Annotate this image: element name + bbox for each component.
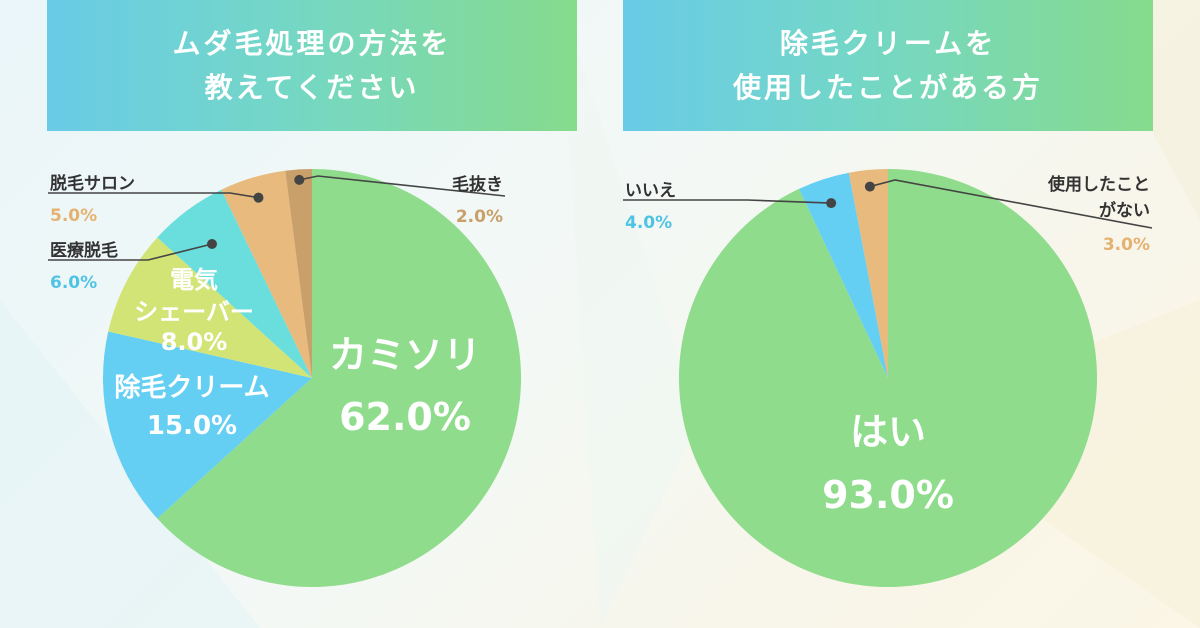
chart0-slice-5-leader-line	[299, 175, 506, 197]
chart0-slice-4-value-label: 5.0%	[50, 206, 97, 226]
chart1-slice-1-leader-dot	[826, 198, 837, 209]
right-chart-title-line-2: 使用したことがある方	[732, 70, 1043, 104]
chart1-slice-2-leader-line	[869, 179, 1153, 229]
chart0-slice-2-value-label: 8.0%	[161, 328, 228, 356]
chart0-slice-3	[157, 189, 312, 378]
chart0-slice-3-leader-line	[48, 243, 213, 261]
chart0-slice-2-label: シェーバー	[134, 298, 254, 326]
chart1-slice-1-label: いいえ	[625, 181, 676, 201]
right-chart-title-banner: 除毛クリームを 使用したことがある方	[623, 0, 1153, 131]
chart0-slice-4-leader-line	[48, 192, 259, 199]
chart0-slice-5-leader-dot	[294, 174, 305, 185]
chart0-slice-5	[285, 169, 312, 378]
chart0-slice-0-value-label: 62.0%	[339, 395, 471, 439]
left-chart-panel: ムダ毛処理の方法を 教えてください	[47, 0, 577, 628]
chart0-slice-4-label: 脱毛サロン	[50, 173, 135, 194]
right-chart-panel: 除毛クリームを 使用したことがある方	[623, 0, 1153, 628]
chart0-slice-3-value-label: 6.0%	[50, 273, 97, 293]
chart1-slice-2-value-label: 3.0%	[1103, 235, 1150, 255]
chart0-slice-1	[103, 331, 312, 519]
left-chart-title-line-1: ムダ毛処理の方法を	[172, 26, 452, 60]
chart0-slice-1-value-label: 15.0%	[147, 411, 237, 441]
chart1-slice-1-value-label: 4.0%	[625, 213, 672, 233]
chart1-slice-2	[848, 169, 888, 378]
chart0-slice-4-leader-dot	[253, 192, 264, 203]
left-chart-title-banner: ムダ毛処理の方法を 教えてください	[47, 0, 577, 131]
chart1-slice-1	[799, 172, 888, 378]
chart1-slice-1-leader-line	[623, 199, 832, 204]
chart1-slice-2-label: 使用したこと	[1047, 174, 1150, 195]
chart0-slice-3-label: 医療脱毛	[50, 240, 118, 261]
chart0-slice-5-label: 毛抜き	[452, 174, 503, 195]
chart1-slice-0	[678, 169, 1097, 587]
chart1-slice-0-value-label: 93.0%	[822, 473, 954, 517]
chart0-slice-2	[108, 237, 312, 378]
chart0-slice-1-label: 除毛クリーム	[114, 372, 269, 403]
chart1-slice-0-label: はい	[850, 410, 926, 454]
chart0-slice-3-leader-dot	[206, 239, 217, 250]
chart0-slice-4	[221, 170, 312, 378]
left-chart-title-line-2: 教えてください	[204, 70, 420, 104]
chart1-slice-2-label: がない	[1099, 200, 1150, 221]
chart0-slice-2-label: 電気	[170, 266, 218, 294]
chart1-slice-2-leader-dot	[864, 181, 875, 192]
chart0-slice-5-value-label: 2.0%	[456, 207, 503, 227]
chart0-slice-0	[157, 169, 521, 587]
chart0-slice-0-label: カミソリ	[329, 333, 481, 377]
right-chart-title-line-1: 除毛クリームを	[779, 26, 997, 60]
